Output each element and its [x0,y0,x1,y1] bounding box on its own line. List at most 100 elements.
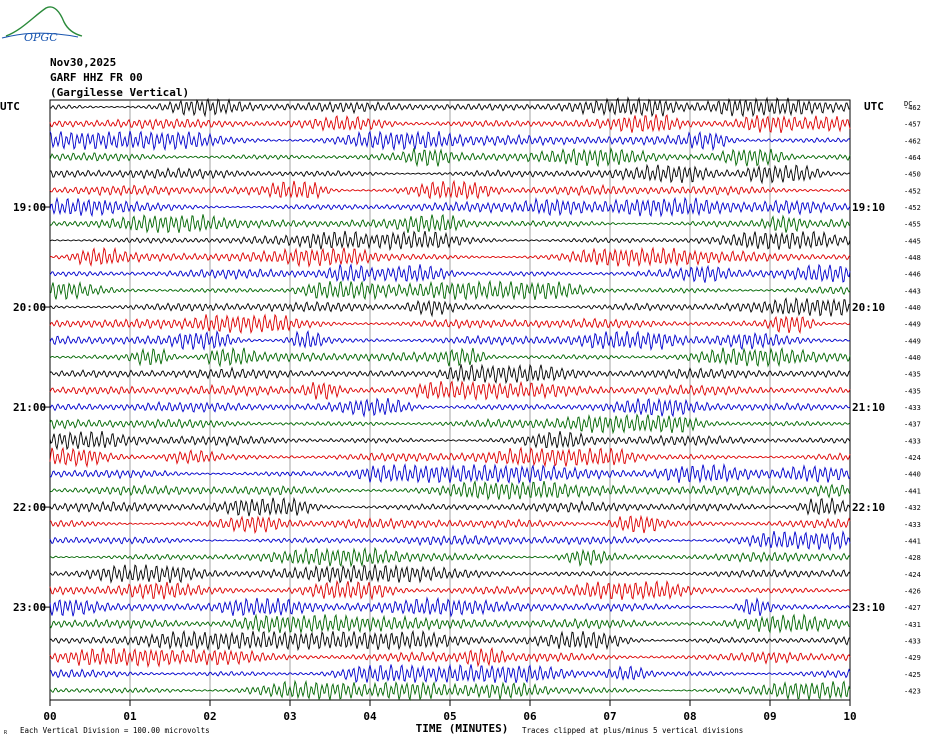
dc-offset-label: -437 [904,421,921,429]
seismic-trace [49,313,851,335]
seismic-trace [49,196,851,218]
left-utc-label: UTC [0,100,20,113]
seismic-trace [49,514,851,535]
right-hour-label: 19:10 [852,201,885,214]
seismic-trace [49,179,851,201]
left-hour-label: 19:00 [13,201,46,214]
seismic-trace [49,596,851,618]
dc-offset-label: -441 [904,487,921,495]
seismic-trace [49,546,851,568]
dc-offset-label: -450 [904,171,921,179]
seismic-trace [49,496,851,517]
left-hour-label: 23:00 [13,601,46,614]
x-tick-label: 00 [43,710,56,723]
seismic-trace [49,147,851,168]
dc-offset-label: -424 [904,571,921,579]
seismic-trace [49,663,851,684]
left-hour-label: 21:00 [13,401,46,414]
dc-offset-label: -449 [904,337,921,345]
dc-offset-label: -431 [904,621,921,629]
seismic-trace [49,330,851,351]
logo-mountain-icon [5,6,83,37]
dc-offset-label: -427 [904,604,921,612]
dc-offset-label: -425 [904,671,921,679]
seismic-trace [49,463,851,485]
dc-offset-label: -428 [904,554,921,562]
seismic-trace [49,530,851,551]
dc-offset-label: -433 [904,404,921,412]
x-tick-label: 03 [283,710,296,723]
seismic-trace [49,679,851,702]
dc-offset-label: -452 [904,187,921,195]
seismic-trace [49,397,851,418]
dc-offset-label: -452 [904,204,921,212]
x-tick-label: 05 [443,710,456,723]
x-tick-label: 07 [603,710,616,723]
dc-offset-label: -449 [904,321,921,329]
dc-offset-label: -441 [904,537,921,545]
seismic-trace [49,130,851,152]
left-hour-label: 22:00 [13,501,46,514]
seismic-trace [49,431,851,451]
dc-offset-label: -462 [904,104,921,112]
seismic-trace [49,646,851,669]
seismic-trace [49,114,851,134]
right-hour-label: 21:10 [852,401,885,414]
left-hour-label: 20:00 [13,301,46,314]
corner-mark: R [4,730,8,736]
header-location: (Gargilesse Vertical) [50,86,190,99]
dc-offset-label: -429 [904,654,921,662]
header-date: Nov30,2025 [50,56,117,69]
seismic-trace [49,230,851,251]
opgc-logo: OPGC [1,6,83,44]
right-hour-label: 22:10 [852,501,885,514]
dc-offset-label: -423 [904,687,921,695]
dc-offset-label: -426 [904,587,921,595]
x-tick-label: 09 [763,710,776,723]
dc-offset-label: -433 [904,521,921,529]
x-tick-label: 02 [203,710,216,723]
seismic-trace [49,297,851,318]
dc-label: DC [904,100,912,108]
dc-offset-label: -455 [904,221,921,229]
seismic-trace [49,214,851,234]
dc-offset-label: -433 [904,437,921,445]
dc-offset-label: -448 [904,254,921,262]
dc-offset-label: -462 [904,137,921,145]
logo-wave-icon [1,32,79,39]
seismic-trace [49,629,851,652]
footer-scale-note: Each Vertical Division = 100.00 microvol… [20,726,210,735]
seismic-trace [49,579,851,601]
seismic-trace [49,347,851,368]
seismic-trace [49,564,851,584]
seismic-trace [49,446,851,468]
dc-offset-label: -464 [904,154,921,162]
seismic-trace [49,363,851,385]
seismic-trace [49,480,851,501]
dc-offset-label: -443 [904,287,921,295]
seismic-trace [49,96,851,118]
header-station: GARF HHZ FR 00 [50,71,143,84]
dc-offset-label: -435 [904,387,921,395]
x-axis-label: TIME (MINUTES) [416,722,509,735]
dc-offset-label: -440 [904,354,921,362]
x-tick-label: 08 [683,710,696,723]
logo-text: OPGC [24,31,58,44]
x-tick-label: 01 [123,710,137,723]
right-hour-label: 23:10 [852,601,885,614]
seismic-trace [49,263,851,283]
dc-offset-label: -445 [904,237,921,245]
dc-offset-label: -457 [904,121,921,129]
dc-offset-label: -440 [904,304,921,312]
dc-offset-label: -446 [904,271,921,279]
seismic-trace [49,246,851,268]
dc-offset-label: -440 [904,471,921,479]
x-tick-label: 10 [843,710,856,723]
dc-offset-label: -432 [904,504,921,512]
dc-offset-label: -424 [904,454,921,462]
seismic-trace [49,279,851,301]
right-hour-label: 20:10 [852,301,885,314]
dc-offset-label: -435 [904,371,921,379]
footer-clip-note: Traces clipped at plus/minus 5 vertical … [522,726,743,735]
